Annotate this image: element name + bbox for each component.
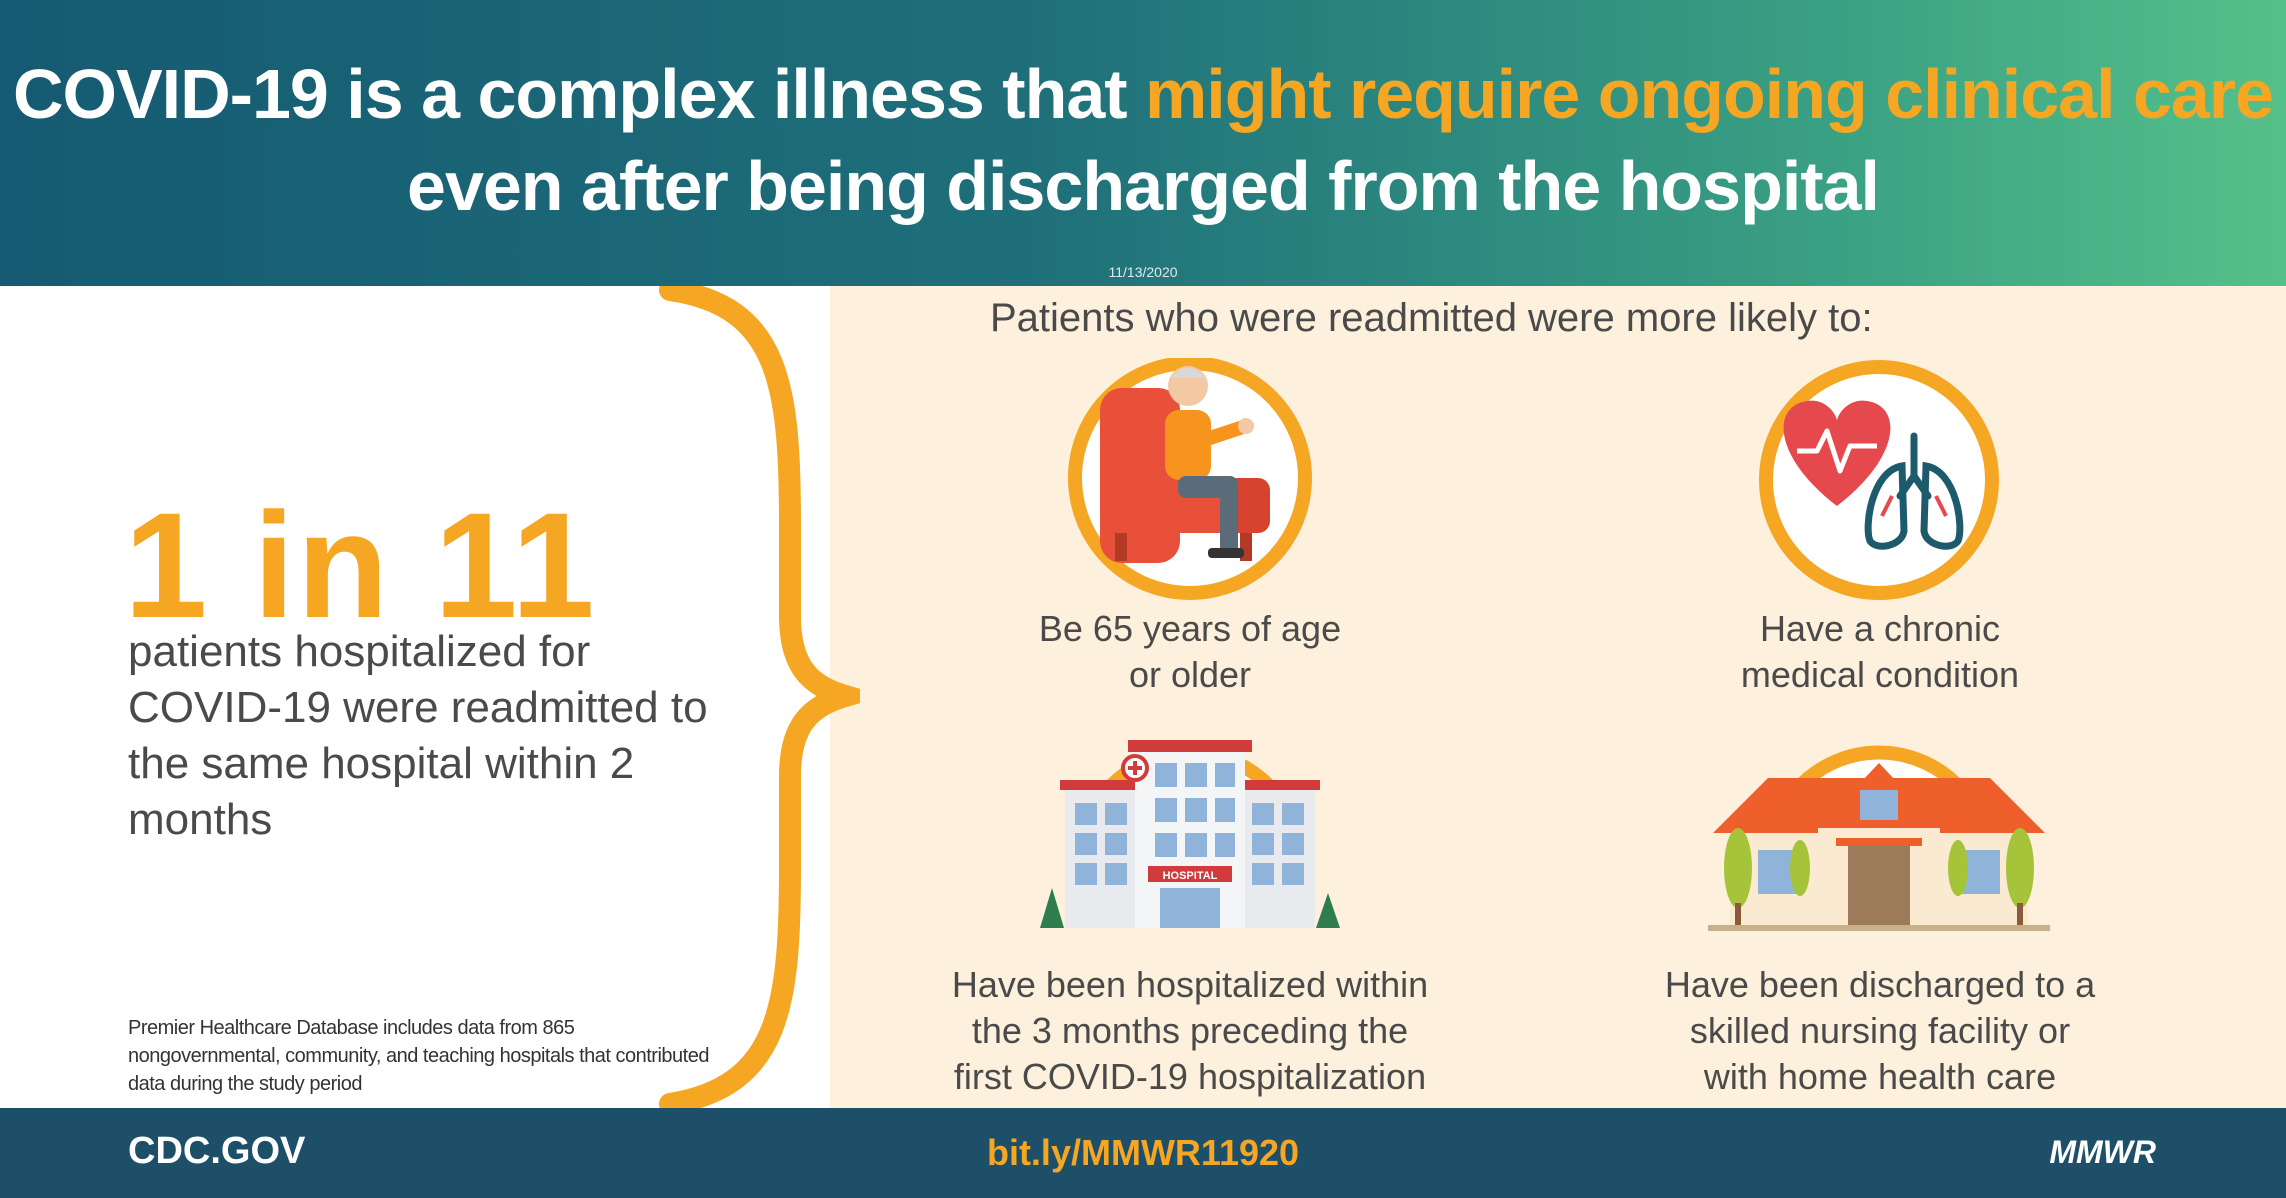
headline-line-2: even after being discharged from the hos… bbox=[407, 147, 1880, 225]
hospital-sign: HOSPITAL bbox=[1163, 870, 1218, 882]
risk-item-prior-hospitalization-label: Have been hospitalized within the 3 mont… bbox=[880, 962, 1500, 1100]
stat-value: 1 in 11 bbox=[124, 481, 597, 649]
risk-item-prior-line2: the 3 months preceding the bbox=[971, 1010, 1409, 1051]
heart-lungs-icon bbox=[1759, 360, 1999, 600]
curly-brace-divider bbox=[659, 286, 860, 1108]
risk-item-age-line1: Be 65 years of age bbox=[1038, 608, 1342, 649]
elderly-person-icon bbox=[1068, 358, 1312, 600]
mmwr-logo: MMWR bbox=[2049, 1134, 2156, 1170]
stat-panel bbox=[0, 286, 830, 1108]
stat-description: patients hospitalized for COVID-19 were … bbox=[128, 627, 708, 844]
risk-item-chronic-line2: medical condition bbox=[1740, 654, 2020, 695]
house-icon bbox=[1708, 745, 2050, 931]
footer-bar: CDC.GOV bit.ly/MMWR11920 MMWR bbox=[0, 1108, 2286, 1198]
mmwr-short-link[interactable]: bit.ly/MMWR11920 bbox=[986, 1132, 1300, 1173]
risk-section-title: Patients who were readmitted were more l… bbox=[990, 296, 1873, 340]
risk-item-discharge-line1: Have been discharged to a bbox=[1664, 964, 2096, 1005]
headline-highlight: might require ongoing clinical care bbox=[1145, 55, 2274, 133]
risk-item-prior-line3: first COVID-19 hospitalization bbox=[953, 1056, 1427, 1097]
cdc-gov-link[interactable]: CDC.GOV bbox=[128, 1130, 306, 1172]
data-source-footnote: Premier Healthcare Database includes dat… bbox=[128, 1017, 709, 1095]
risk-item-discharge-line2: skilled nursing facility or bbox=[1689, 1010, 2071, 1051]
risk-item-chronic-label: Have a chronic medical condition bbox=[1610, 606, 2150, 698]
headline-line-1: COVID-19 is a complex illness that might… bbox=[0, 48, 2286, 140]
header-banner: COVID-19 is a complex illness that might… bbox=[0, 0, 2286, 286]
headline: COVID-19 is a complex illness that might… bbox=[0, 48, 2286, 232]
headline-text-part1: COVID-19 is a complex illness that bbox=[12, 55, 1146, 133]
risk-item-age-line2: or older bbox=[1128, 654, 1252, 695]
risk-item-prior-line1: Have been hospitalized within bbox=[951, 964, 1429, 1005]
publish-date: 11/13/2020 bbox=[1108, 264, 1178, 280]
risk-item-chronic-line1: Have a chronic bbox=[1759, 608, 2001, 649]
risk-item-discharge-label: Have been discharged to a skilled nursin… bbox=[1570, 962, 2190, 1100]
risk-item-age-label: Be 65 years of age or older bbox=[920, 606, 1460, 698]
risk-item-discharge-line3: with home health care bbox=[1703, 1056, 2057, 1097]
hospital-building-icon: HOSPITAL bbox=[1040, 740, 1340, 928]
